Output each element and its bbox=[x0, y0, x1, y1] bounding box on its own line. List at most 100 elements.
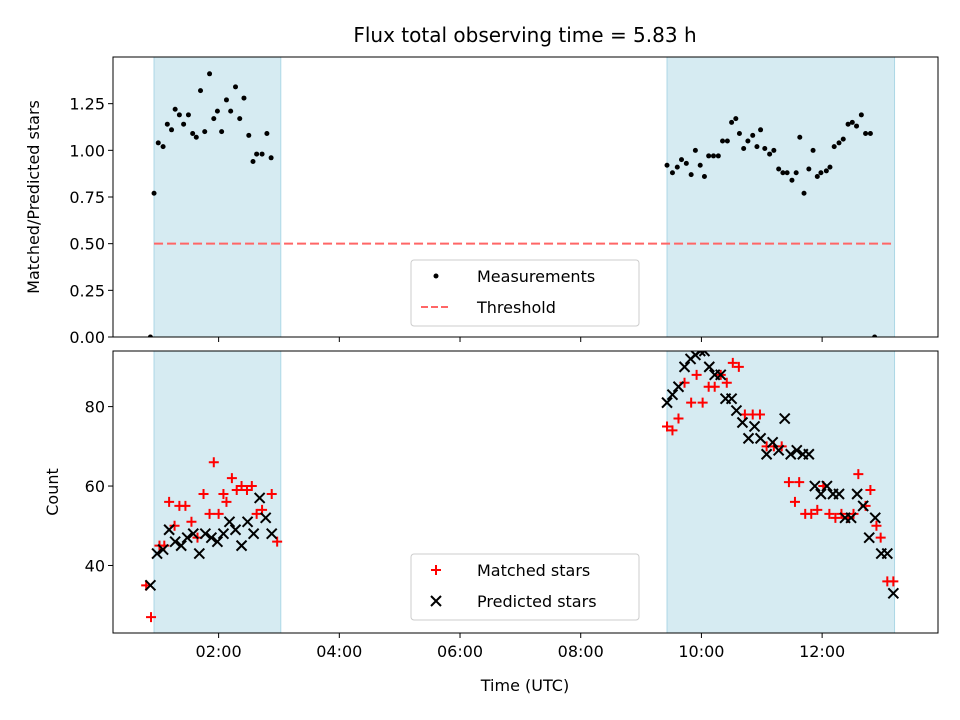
predicted-star-point bbox=[766, 436, 779, 449]
matched-star-point bbox=[888, 576, 899, 587]
predicted-star-point bbox=[760, 448, 773, 460]
legend-label: Predicted stars bbox=[477, 592, 597, 611]
matched-star-point bbox=[721, 377, 732, 388]
measurement-point bbox=[228, 108, 234, 114]
measurement-point bbox=[814, 173, 820, 179]
measurement-point bbox=[715, 153, 721, 159]
y-axis-label: Matched/Predicted stars bbox=[24, 100, 43, 294]
measurement-point bbox=[172, 106, 178, 112]
matched-star-point bbox=[783, 477, 794, 488]
measurement-point bbox=[683, 160, 689, 166]
measurement-point bbox=[692, 147, 698, 153]
measurement-point bbox=[233, 84, 239, 90]
matched-star-point bbox=[727, 357, 738, 368]
measurement-point bbox=[185, 112, 191, 118]
measurement-point bbox=[858, 112, 864, 118]
measurement-point bbox=[214, 108, 220, 114]
observing-window-span bbox=[666, 56, 896, 338]
predicted-star-point bbox=[694, 351, 706, 357]
matched-star-point bbox=[198, 488, 209, 499]
chart-title: Flux total observing time = 5.83 h bbox=[353, 23, 696, 47]
measurement-point bbox=[181, 121, 187, 127]
y-tick-label: 0.50 bbox=[69, 235, 105, 254]
measurement-point bbox=[863, 131, 869, 137]
y-axis-label: Count bbox=[43, 468, 62, 516]
matched-star-point bbox=[806, 508, 817, 519]
measurement-point bbox=[223, 97, 229, 103]
measurement-point bbox=[767, 151, 773, 157]
matched-star-point bbox=[204, 508, 215, 519]
measurement-point bbox=[840, 136, 846, 142]
x-tick-label: 04:00 bbox=[316, 642, 362, 661]
predicted-star-point bbox=[851, 488, 863, 500]
matched-star-point bbox=[218, 488, 229, 499]
measurement-point bbox=[754, 144, 760, 150]
matched-star-point bbox=[266, 488, 277, 499]
measurement-point bbox=[729, 119, 735, 125]
measurement-point bbox=[724, 138, 730, 144]
matched-star-point bbox=[794, 477, 805, 488]
predicted-star-point bbox=[169, 535, 181, 548]
measurement-point bbox=[745, 138, 751, 144]
predicted-star-point bbox=[175, 539, 187, 552]
measurement-point bbox=[160, 144, 166, 150]
measurement-point bbox=[710, 153, 716, 159]
matched-star-point bbox=[169, 520, 180, 531]
predicted-star-point bbox=[715, 369, 727, 381]
measurement-point bbox=[176, 112, 182, 118]
predicted-star-point bbox=[157, 543, 169, 556]
matched-star-point bbox=[667, 425, 678, 436]
legend-label: Matched stars bbox=[477, 561, 590, 580]
predicted-star-point bbox=[698, 351, 711, 357]
predicted-star-point bbox=[881, 547, 894, 560]
legend: Measurements Threshold bbox=[410, 259, 640, 327]
measurement-point bbox=[254, 151, 260, 157]
measurement-point bbox=[268, 155, 274, 161]
matched-star-point bbox=[871, 520, 882, 531]
predicted-star-point bbox=[223, 516, 236, 528]
matched-star-point bbox=[697, 397, 708, 408]
measurement-point bbox=[823, 168, 829, 174]
predicted-star-point bbox=[672, 381, 685, 393]
measurement-point bbox=[198, 88, 204, 94]
measurement-point bbox=[697, 162, 703, 168]
matched-star-point bbox=[853, 469, 864, 480]
measurement-point bbox=[771, 147, 777, 153]
matched-star-point bbox=[251, 508, 262, 519]
measurement-point bbox=[831, 144, 837, 150]
legend-box bbox=[410, 259, 640, 327]
legend-marker-measurements bbox=[433, 273, 439, 279]
predicted-star-point bbox=[742, 432, 755, 445]
predicted-star-point bbox=[748, 420, 761, 433]
matched-star-point bbox=[272, 536, 283, 547]
matched-star-point bbox=[824, 508, 835, 519]
matched-star-point bbox=[180, 500, 191, 511]
matched-star-point bbox=[662, 421, 673, 432]
measurement-point bbox=[264, 131, 270, 137]
predicted-star-point bbox=[187, 527, 199, 540]
matched-star-point bbox=[691, 369, 702, 380]
measurement-point bbox=[202, 129, 208, 135]
observing-window-span bbox=[153, 350, 282, 634]
predicted-star-point bbox=[205, 531, 218, 544]
predicted-star-point bbox=[730, 404, 743, 417]
matched-star-point bbox=[830, 512, 841, 523]
observing-window-span bbox=[153, 56, 282, 338]
predicted-star-point bbox=[247, 527, 260, 540]
measurement-point bbox=[806, 166, 812, 172]
matched-star-point bbox=[865, 485, 876, 496]
matched-star-point bbox=[213, 508, 224, 519]
measurement-point bbox=[207, 71, 213, 77]
measurement-point bbox=[810, 147, 816, 153]
measurement-point bbox=[789, 177, 795, 183]
measurement-point bbox=[237, 116, 243, 122]
measurement-point bbox=[246, 132, 252, 138]
legend: Matched stars Predicted stars bbox=[410, 553, 640, 621]
measurement-point bbox=[151, 190, 157, 196]
predicted-star-point bbox=[863, 531, 875, 544]
top-panel-ratio: 0.00 0.25 0.50 0.75 1.00 1.25 Matched/Predicte… bbox=[24, 56, 939, 347]
measurement-point bbox=[845, 121, 851, 127]
measurement-point bbox=[762, 145, 768, 151]
data-points-group bbox=[141, 351, 900, 623]
